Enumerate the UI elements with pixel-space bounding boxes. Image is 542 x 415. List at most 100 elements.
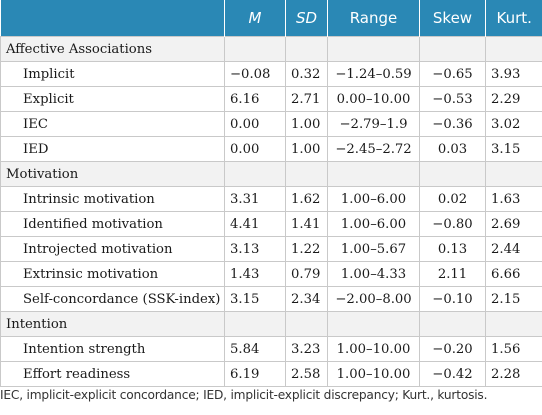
table-row: Identified motivation 4.41 1.41 1.00–6.00 −0… — [0, 211, 542, 237]
cell-skew: 0.03 — [419, 136, 486, 162]
cell-kurtosis: 6.66 — [485, 261, 542, 287]
table-row: Introjected motivation 3.13 1.22 1.00–5.67 0… — [0, 236, 542, 262]
cell-skew: 0.02 — [419, 186, 486, 212]
cell-kurtosis: 3.93 — [485, 61, 542, 87]
row-label: IED — [0, 136, 225, 162]
cell-sd: 1.00 — [285, 136, 328, 162]
header-range: Range — [327, 0, 420, 37]
cell-skew: −0.65 — [419, 61, 486, 87]
cell-skew: −0.53 — [419, 86, 486, 112]
table-row: Intention strength 5.84 3.23 1.00–10.00 −0.2… — [0, 336, 542, 362]
group-empty-cell — [419, 311, 486, 337]
cell-sd: 1.22 — [285, 236, 328, 262]
cell-range: 1.00–10.00 — [327, 336, 420, 362]
cell-skew: 2.11 — [419, 261, 486, 287]
table-row: Intrinsic motivation 3.31 1.62 1.00–6.00 0.0… — [0, 186, 542, 212]
table-row: Extrinsic motivation 1.43 0.79 1.00–4.33 2.1… — [0, 261, 542, 287]
cell-kurtosis: 3.15 — [485, 136, 542, 162]
row-label: Intrinsic motivation — [0, 186, 225, 212]
group-empty-cell — [419, 36, 486, 62]
cell-skew: −0.42 — [419, 361, 486, 387]
row-label: IEC — [0, 111, 225, 137]
row-label: Self-concordance (SSK-index) — [0, 286, 225, 312]
cell-kurtosis: 2.44 — [485, 236, 542, 262]
group-empty-cell — [224, 311, 286, 337]
cell-range: −2.00–8.00 — [327, 286, 420, 312]
descriptive-statistics-table-wrapper: M SD Range Skew Kurt. Affective Associat… — [0, 0, 542, 387]
cell-kurtosis: 3.02 — [485, 111, 542, 137]
cell-range: −1.24–0.59 — [327, 61, 420, 87]
cell-range: 1.00–6.00 — [327, 186, 420, 212]
group-empty-cell — [285, 161, 328, 187]
cell-kurtosis: 2.29 — [485, 86, 542, 112]
header-sd: SD — [285, 0, 328, 37]
header-variable — [0, 0, 225, 37]
cell-mean: 5.84 — [224, 336, 286, 362]
row-label: Intention strength — [0, 336, 225, 362]
cell-mean: 3.31 — [224, 186, 286, 212]
group-row: Intention — [0, 311, 542, 337]
cell-mean: 3.15 — [224, 286, 286, 312]
row-label: Implicit — [0, 61, 225, 87]
group-empty-cell — [285, 311, 328, 337]
header-skew: Skew — [419, 0, 486, 37]
table-row: IEC 0.00 1.00 −2.79–1.9 −0.36 3.02 — [0, 111, 542, 137]
group-empty-cell — [327, 311, 420, 337]
group-empty-cell — [224, 161, 286, 187]
cell-range: 1.00–6.00 — [327, 211, 420, 237]
group-empty-cell — [485, 161, 542, 187]
group-row: Motivation — [0, 161, 542, 187]
cell-kurtosis: 1.56 — [485, 336, 542, 362]
cell-range: 0.00–10.00 — [327, 86, 420, 112]
cell-sd: 0.32 — [285, 61, 328, 87]
header-row: M SD Range Skew Kurt. — [0, 0, 542, 37]
cell-sd: 2.34 — [285, 286, 328, 312]
cell-range: 1.00–5.67 — [327, 236, 420, 262]
table-row: Self-concordance (SSK-index) 3.15 2.34 −2.0… — [0, 286, 542, 312]
cell-range: 1.00–4.33 — [327, 261, 420, 287]
group-empty-cell — [485, 36, 542, 62]
group-empty-cell — [485, 311, 542, 337]
cell-sd: 2.71 — [285, 86, 328, 112]
cell-mean: 6.16 — [224, 86, 286, 112]
cell-sd: 1.41 — [285, 211, 328, 237]
cell-mean: 3.13 — [224, 236, 286, 262]
cell-skew: −0.10 — [419, 286, 486, 312]
cell-sd: 0.79 — [285, 261, 328, 287]
header-mean: M — [224, 0, 286, 37]
cell-mean: 4.41 — [224, 211, 286, 237]
row-label: Explicit — [0, 86, 225, 112]
table-row: IED 0.00 1.00 −2.45–2.72 0.03 3.15 — [0, 136, 542, 162]
cell-skew: −0.20 — [419, 336, 486, 362]
cell-skew: −0.36 — [419, 111, 486, 137]
row-label: Introjected motivation — [0, 236, 225, 262]
cell-skew: −0.80 — [419, 211, 486, 237]
group-empty-cell — [327, 36, 420, 62]
cell-sd: 1.62 — [285, 186, 328, 212]
cell-kurtosis: 2.15 — [485, 286, 542, 312]
cell-mean: −0.08 — [224, 61, 286, 87]
row-label: Effort readiness — [0, 361, 225, 387]
cell-mean: 0.00 — [224, 136, 286, 162]
table-row: Explicit 6.16 2.71 0.00–10.00 −0.53 2.29 — [0, 86, 542, 112]
cell-sd: 2.58 — [285, 361, 328, 387]
table-body: Affective Associations Implicit −0.08 0.32−… — [0, 36, 542, 387]
cell-range: −2.79–1.9 — [327, 111, 420, 137]
cell-mean: 6.19 — [224, 361, 286, 387]
header-kurtosis: Kurt. — [485, 0, 542, 37]
group-label: Motivation — [0, 161, 225, 187]
cell-range: −2.45–2.72 — [327, 136, 420, 162]
table-row: Implicit −0.08 0.32 −1.24–0.59 −0.65 3.93 — [0, 61, 542, 87]
table-row: Effort readiness 6.19 2.58 1.00–10.00 −0.42 2… — [0, 361, 542, 387]
row-label: Extrinsic motivation — [0, 261, 225, 287]
table-header: M SD Range Skew Kurt. — [0, 0, 542, 37]
cell-sd: 1.00 — [285, 111, 328, 137]
group-label: Intention — [0, 311, 225, 337]
cell-kurtosis: 2.28 — [485, 361, 542, 387]
cell-mean: 0.00 — [224, 111, 286, 137]
cell-mean: 1.43 — [224, 261, 286, 287]
group-empty-cell — [285, 36, 328, 62]
group-empty-cell — [327, 161, 420, 187]
cell-kurtosis: 2.69 — [485, 211, 542, 237]
row-label: Identified motivation — [0, 211, 225, 237]
